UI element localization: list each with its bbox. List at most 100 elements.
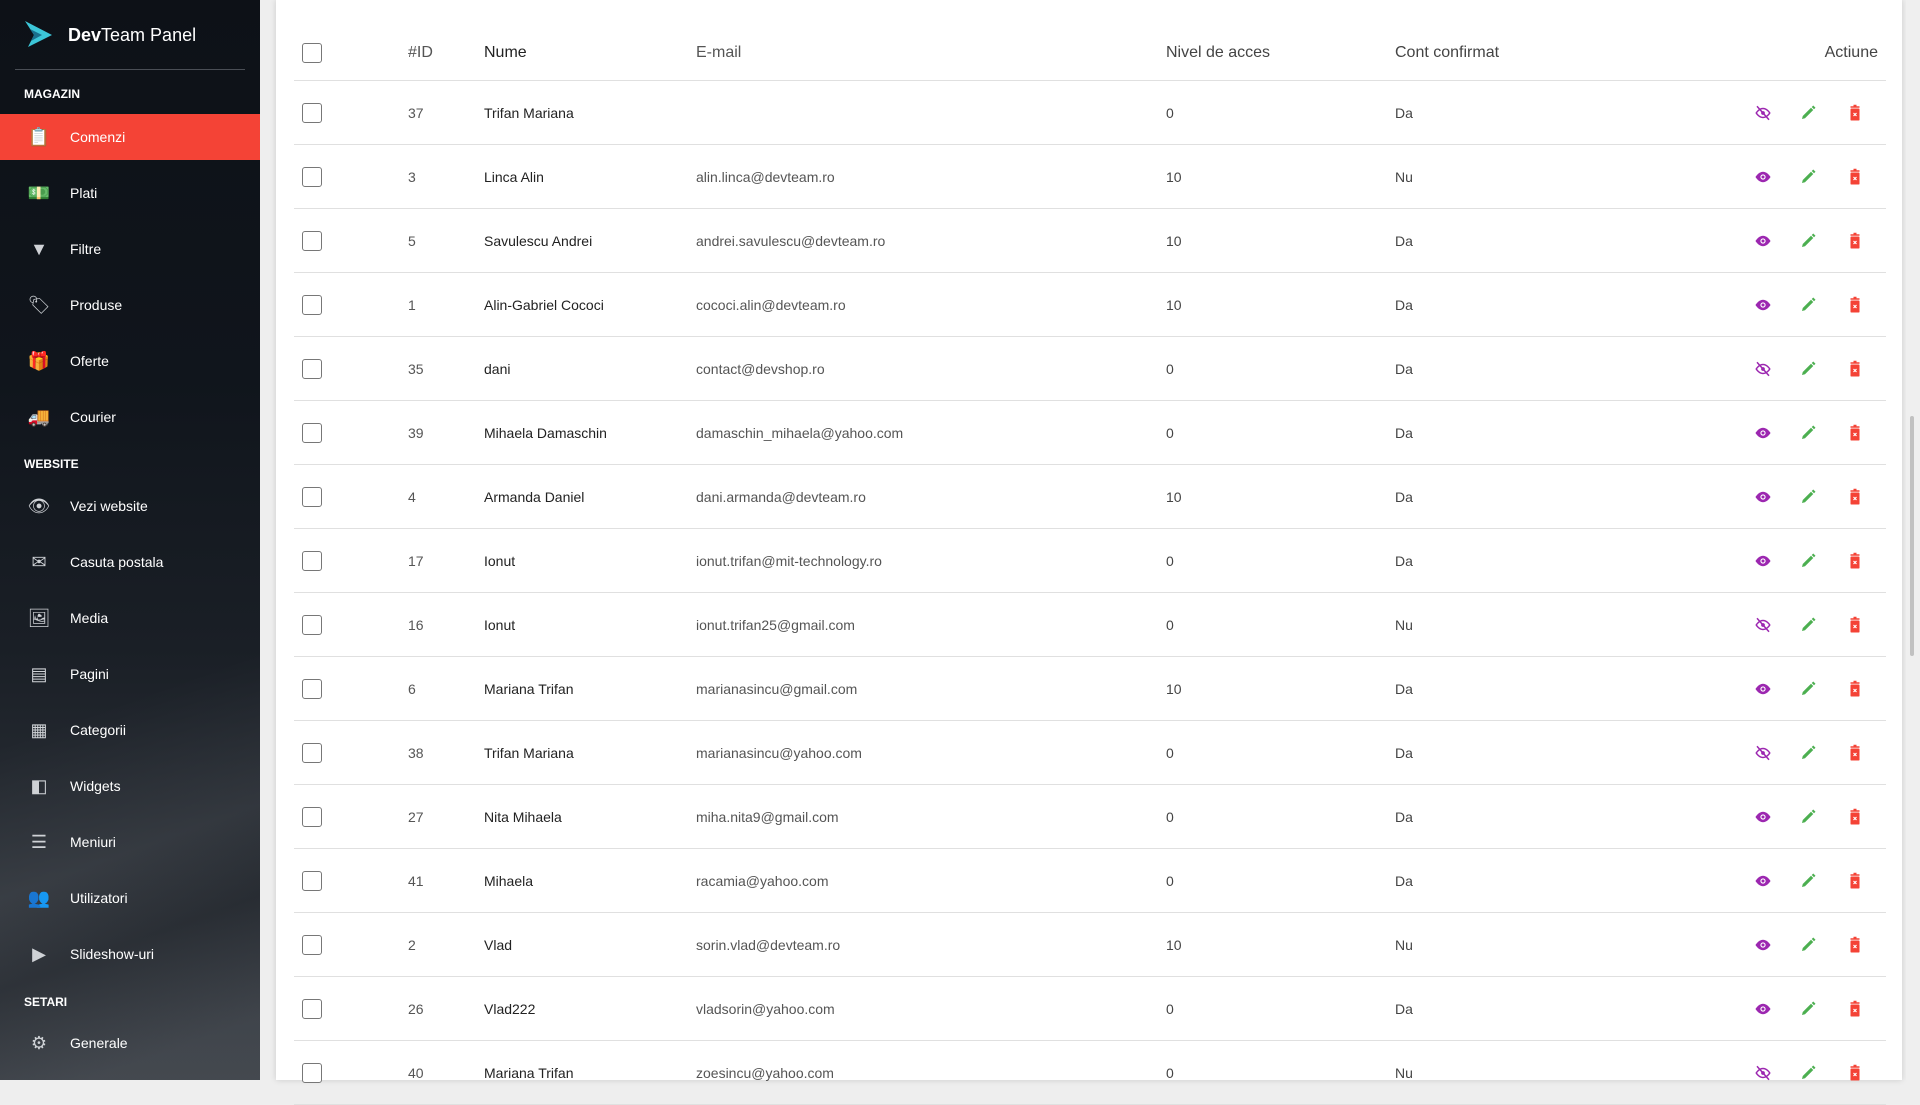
row-checkbox[interactable] — [302, 998, 322, 1019]
delete-trash-icon[interactable] — [1846, 1000, 1864, 1018]
logo[interactable]: DevTeam Panel — [22, 18, 196, 52]
filter-icon: ▼ — [30, 238, 48, 259]
edit-pencil-icon[interactable] — [1799, 360, 1817, 378]
row-checkbox[interactable] — [302, 934, 322, 955]
delete-trash-icon[interactable] — [1846, 360, 1864, 378]
cell-level: 10 — [1166, 680, 1182, 697]
sidebar-item-meniuri[interactable]: ☰ Meniuri — [0, 819, 260, 865]
sidebar-item-pagini[interactable]: ▤ Pagini — [0, 651, 260, 697]
edit-pencil-icon[interactable] — [1799, 616, 1817, 634]
eye-icon[interactable] — [1754, 872, 1772, 890]
row-checkbox[interactable] — [302, 294, 322, 315]
row-checkbox[interactable] — [302, 166, 322, 187]
cell-id: 40 — [408, 1064, 424, 1081]
row-checkbox[interactable] — [302, 422, 322, 443]
sidebar-item-utilizatori[interactable]: 👥 Utilizatori — [0, 875, 260, 921]
delete-trash-icon[interactable] — [1846, 744, 1864, 762]
sidebar-item-slideshow-uri[interactable]: ▶ Slideshow-uri — [0, 931, 260, 977]
sidebar-item-categorii[interactable]: ▦ Categorii — [0, 707, 260, 753]
eye-icon[interactable] — [1754, 232, 1772, 250]
eye-slash-icon[interactable] — [1754, 360, 1772, 378]
scrollbar-thumb[interactable] — [1910, 416, 1914, 656]
delete-trash-icon[interactable] — [1846, 168, 1864, 186]
row-checkbox[interactable] — [302, 230, 322, 251]
delete-trash-icon[interactable] — [1846, 680, 1864, 698]
sidebar-item-produse[interactable]: 🏷 Produse — [0, 282, 260, 328]
row-checkbox[interactable] — [302, 870, 322, 891]
sidebar-item-media[interactable]: 🖼 Media — [0, 595, 260, 641]
users-icon: 👥 — [27, 887, 51, 908]
header-name[interactable]: Nume — [484, 44, 527, 61]
delete-trash-icon[interactable] — [1846, 616, 1864, 634]
delete-trash-icon[interactable] — [1846, 104, 1864, 122]
delete-trash-icon[interactable] — [1846, 936, 1864, 954]
eye-slash-icon[interactable] — [1754, 616, 1772, 634]
sidebar-item-vezi-website[interactable]: 👁 Vezi website — [0, 483, 260, 529]
row-checkbox[interactable] — [302, 102, 322, 123]
sidebar-item-casuta-postala[interactable]: ✉ Casuta postala — [0, 539, 260, 585]
scrollbar[interactable] — [1906, 0, 1920, 1080]
edit-pencil-icon[interactable] — [1799, 424, 1817, 442]
edit-pencil-icon[interactable] — [1799, 296, 1817, 314]
cell-confirmed: Da — [1395, 552, 1413, 569]
sidebar-item-plati[interactable]: 💵 Plati — [0, 170, 260, 216]
sidebar-item-widgets[interactable]: ◧ Widgets — [0, 763, 260, 809]
edit-pencil-icon[interactable] — [1799, 552, 1817, 570]
edit-pencil-icon[interactable] — [1799, 232, 1817, 250]
eye-icon[interactable] — [1754, 936, 1772, 954]
delete-trash-icon[interactable] — [1846, 552, 1864, 570]
row-checkbox[interactable] — [302, 614, 322, 635]
row-checkbox[interactable] — [302, 806, 322, 827]
edit-pencil-icon[interactable] — [1799, 872, 1817, 890]
eye-icon[interactable] — [1754, 424, 1772, 442]
sidebar-item-courier[interactable]: 🚚 Courier — [0, 394, 260, 440]
row-checkbox[interactable] — [302, 678, 322, 699]
delete-trash-icon[interactable] — [1846, 232, 1864, 250]
eye-icon[interactable] — [1754, 1000, 1772, 1018]
delete-trash-icon[interactable] — [1846, 808, 1864, 826]
header-email[interactable]: E-mail — [696, 44, 742, 61]
row-checkbox[interactable] — [302, 486, 322, 507]
row-checkbox[interactable] — [302, 550, 322, 571]
header-id[interactable]: #ID — [408, 44, 433, 61]
row-checkbox[interactable] — [302, 742, 322, 763]
header-level[interactable]: Nivel de acces — [1166, 44, 1271, 61]
sidebar-item-oferte[interactable]: 🎁 Oferte — [0, 338, 260, 384]
edit-pencil-icon[interactable] — [1799, 1000, 1817, 1018]
eye-icon[interactable] — [1754, 680, 1772, 698]
edit-pencil-icon[interactable] — [1799, 808, 1817, 826]
sidebar-item-comenzi[interactable]: 📋 Comenzi — [0, 114, 260, 160]
delete-trash-icon[interactable] — [1846, 872, 1864, 890]
edit-pencil-icon[interactable] — [1799, 168, 1817, 186]
delete-trash-icon[interactable] — [1846, 424, 1864, 442]
eye-icon[interactable] — [1754, 488, 1772, 506]
cell-confirmed: Da — [1395, 232, 1413, 249]
edit-pencil-icon[interactable] — [1799, 1064, 1817, 1082]
eye-icon[interactable] — [1754, 296, 1772, 314]
cell-name: Mihaela — [484, 872, 534, 889]
edit-pencil-icon[interactable] — [1799, 744, 1817, 762]
cell-email: marianasincu@yahoo.com — [696, 744, 862, 761]
eye-slash-icon[interactable] — [1754, 744, 1772, 762]
eye-slash-icon[interactable] — [1754, 104, 1772, 122]
eye-slash-icon[interactable] — [1754, 1064, 1772, 1082]
row-checkbox[interactable] — [302, 358, 322, 379]
delete-trash-icon[interactable] — [1846, 488, 1864, 506]
select-all-checkbox[interactable] — [302, 43, 322, 63]
delete-trash-icon[interactable] — [1846, 1064, 1864, 1082]
cell-name: Nita Mihaela — [484, 808, 562, 825]
cell-email: racamia@yahoo.com — [696, 872, 829, 889]
delete-trash-icon[interactable] — [1846, 296, 1864, 314]
edit-pencil-icon[interactable] — [1799, 104, 1817, 122]
edit-pencil-icon[interactable] — [1799, 680, 1817, 698]
sidebar-item-filtre[interactable]: ▼ Filtre — [0, 226, 260, 272]
edit-pencil-icon[interactable] — [1799, 936, 1817, 954]
table-row: 37 Trifan Mariana 0 Da — [294, 81, 1886, 145]
sidebar-item-label: Slideshow-uri — [70, 946, 155, 962]
header-confirmed[interactable]: Cont confirmat — [1395, 44, 1500, 61]
edit-pencil-icon[interactable] — [1799, 488, 1817, 506]
eye-icon[interactable] — [1754, 808, 1772, 826]
eye-icon[interactable] — [1754, 552, 1772, 570]
eye-icon[interactable] — [1754, 168, 1772, 186]
sidebar-item-generale[interactable]: ⚙ Generale — [0, 1020, 260, 1066]
